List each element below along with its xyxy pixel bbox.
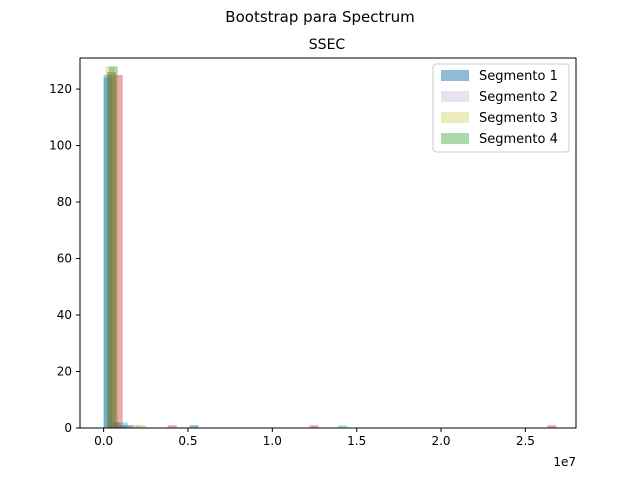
y-tick-label: 120: [49, 82, 72, 96]
legend-label: Segmento 3: [479, 111, 558, 126]
x-tick-label: 1.5: [347, 434, 366, 448]
bar-s4-b2: [167, 425, 177, 428]
x-tick-label: 1.0: [263, 434, 282, 448]
bar-s3-b0: [103, 74, 113, 428]
x-tick-label: 0.0: [94, 434, 113, 448]
bar-s1-b1: [111, 422, 121, 428]
bar-s3-b2: [338, 425, 348, 428]
x-axis: 0.0 0.5 1.0 1.5 2.0 2.5: [94, 428, 535, 448]
bar-s1-b3: [128, 425, 138, 428]
bar-s0-b0: [103, 77, 113, 429]
bar-s2-b2: [130, 425, 140, 428]
bar-s0-b1: [110, 422, 120, 428]
legend-swatch: [441, 112, 469, 123]
legend-swatch: [441, 70, 469, 81]
bar-s4-b0: [106, 72, 116, 429]
bar-s2-b0: [105, 66, 115, 428]
y-tick-label: 80: [57, 195, 72, 209]
bar-s0-b4: [189, 425, 199, 428]
legend-label: Segmento 4: [479, 132, 558, 147]
y-axis: 0 20 40 60 80 100 120: [49, 82, 80, 435]
bar-s0-b2: [117, 425, 127, 428]
bar-s5-b0: [108, 66, 118, 428]
x-tick-label: 0.5: [178, 434, 197, 448]
bar-s4-b3: [309, 425, 319, 428]
bars-layer: [103, 66, 557, 429]
legend-swatch: [441, 91, 469, 102]
bar-s4-b1: [113, 74, 123, 428]
y-tick-label: 0: [64, 421, 72, 435]
legend-label: Segmento 1: [479, 69, 558, 84]
x-tick-label: 2.5: [516, 434, 535, 448]
legend: Segmento 1 Segmento 2 Segmento 3 Segmento 4: [432, 63, 570, 153]
bar-s1-b0: [104, 74, 114, 428]
legend-label: Segmento 2: [479, 90, 558, 105]
legend-swatch: [441, 133, 469, 144]
chart-title: SSEC: [309, 37, 346, 53]
x-tick-label: 2.0: [431, 434, 450, 448]
x-offset-text: 1e7: [553, 455, 576, 469]
y-tick-label: 20: [57, 365, 72, 379]
y-tick-label: 40: [57, 308, 72, 322]
bar-s1-b4: [135, 425, 145, 428]
bar-s0-b3: [123, 425, 133, 428]
y-tick-label: 100: [49, 139, 72, 153]
bar-s4-b4: [547, 425, 557, 428]
legend-box: [432, 63, 570, 153]
y-tick-label: 60: [57, 252, 72, 266]
bar-s2-b3: [137, 425, 147, 428]
bar-s2-b1: [113, 425, 123, 428]
bar-s3-b1: [118, 422, 128, 428]
chart-suptitle: Bootstrap para Spectrum: [225, 8, 414, 26]
axes-frame: [79, 57, 577, 429]
bar-s1-b2: [119, 425, 129, 428]
